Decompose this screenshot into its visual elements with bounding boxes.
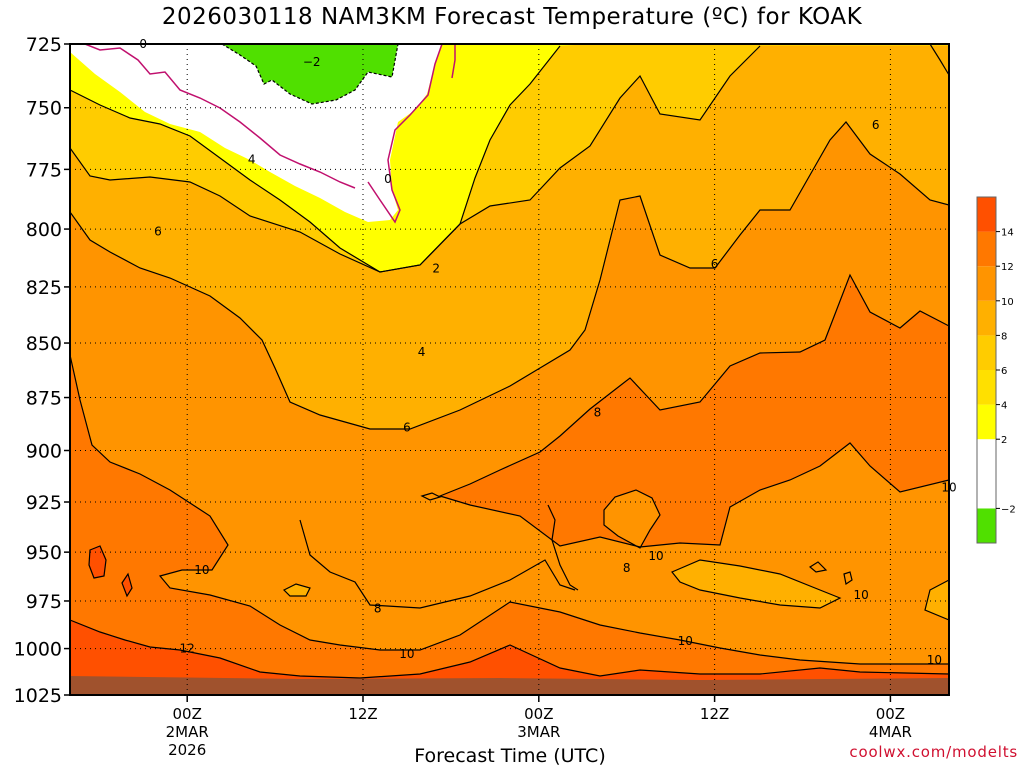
y-tick-label: 725 (26, 34, 62, 56)
contour-label: 0 (384, 172, 392, 186)
x-tick-label: 00Z (524, 705, 553, 723)
colorbar-swatch (977, 266, 996, 301)
contour-label: 6 (403, 420, 411, 434)
contour-6-8 (70, 121, 949, 430)
colorbar: −2 2 4 6 8 10 12 14 (976, 196, 1016, 544)
contour-label: 8 (374, 602, 382, 616)
chart-title: 2026030118 NAM3KM Forecast Temperature (… (161, 4, 863, 30)
contour-line-layer (70, 44, 949, 679)
x-axis-title: Forecast Time (UTC) (414, 745, 606, 767)
contour-label: 10 (399, 647, 414, 661)
small-cell-8-10-a (604, 490, 660, 548)
y-tick-label: 925 (26, 492, 62, 514)
colorbar-swatch (977, 197, 996, 232)
small-cell-6-8-a (672, 560, 840, 608)
contour-cell-8-10-a (603, 489, 661, 549)
contour-label: −2 (303, 55, 321, 69)
contour-label: 6 (872, 118, 880, 132)
colorbar-tick-label: 14 (1001, 228, 1014, 239)
contour-label: 10 (853, 588, 868, 602)
y-tick-label: 750 (26, 98, 62, 120)
freezing-contour-layer (84, 44, 456, 224)
contour-cell-12-a (88, 545, 107, 579)
contour-8-10-upper (438, 273, 949, 548)
colorbar-tick-label: 2 (1001, 435, 1007, 446)
band-fill-minus-2 (222, 44, 398, 104)
contour-cell-12-b (121, 572, 133, 598)
colorbar-tick-label: 12 (1001, 262, 1014, 273)
y-axis: 725 750 775 800 825 850 875 900 925 950 975 1000 102… (14, 34, 70, 707)
grid-layer (70, 44, 949, 695)
y-tick-label: 775 (26, 159, 62, 181)
colorbar-tick-label: 10 (1001, 297, 1014, 308)
contour-cell-6-8-a (671, 559, 842, 609)
contour-cell-10-d (843, 571, 853, 585)
y-tick-label: 975 (26, 591, 62, 613)
contour-cell-6-8-b (282, 583, 311, 597)
contour-cell-6-8-c (924, 579, 949, 621)
colorbar-tick-label: 6 (1001, 366, 1007, 377)
ground-fill (70, 676, 949, 695)
x-tick-label: 4MAR (869, 723, 912, 741)
x-tick-label: 00Z (173, 705, 202, 723)
contour-label: 10 (194, 563, 209, 577)
x-tick-label: 2026 (168, 741, 206, 759)
y-tick-label: 1025 (14, 685, 62, 707)
contour-cell-8-small (420, 492, 442, 501)
contour-label: 6 (154, 224, 162, 238)
colorbar-swatch (977, 508, 996, 543)
contour-label: 10 (648, 549, 663, 563)
contour-label: 4 (248, 153, 256, 167)
contour-10-12 (70, 619, 949, 679)
colorbar-swatch (977, 404, 996, 440)
contour-minus-2 (221, 44, 399, 105)
colorbar-swatch (977, 370, 996, 405)
credit-link[interactable]: coolwx.com/modelts (849, 743, 1018, 761)
contour-6-8-low (299, 519, 576, 609)
contour-label: 10 (927, 653, 942, 667)
contour-8-10 (70, 354, 949, 665)
contour-2-4-right (929, 44, 949, 76)
y-tick-label: 800 (26, 219, 62, 241)
x-tick-label: 12Z (700, 705, 729, 723)
contour-0-right (367, 44, 443, 224)
contour-label: 6 (711, 257, 719, 271)
colorbar-swatch (977, 335, 996, 370)
contour-0-right-b (451, 44, 456, 79)
contour-label: 8 (623, 561, 631, 575)
contour-label: 2 (432, 262, 440, 276)
x-tick-label: 3MAR (517, 723, 560, 741)
contour-label: 4 (418, 345, 426, 359)
colorbar-swatch (977, 439, 996, 474)
y-tick-label: 1000 (14, 639, 62, 661)
contour-2-4 (70, 45, 561, 273)
colorbar-tick-label: 4 (1001, 401, 1007, 412)
ground-layer (70, 676, 949, 695)
temperature-fill-layer (70, 44, 949, 695)
colorbar-tick-label: 8 (1001, 331, 1007, 342)
colorbar-swatch (977, 300, 996, 336)
contour-cell-10-c (808, 561, 828, 573)
colorbar-swatch (977, 473, 996, 509)
y-tick-label: 950 (26, 542, 62, 564)
colorbar-swatch (977, 231, 996, 267)
contour-label: 8 (594, 406, 602, 420)
y-tick-label: 825 (26, 277, 62, 299)
x-tick-label: 00Z (876, 705, 905, 723)
plot-frame (69, 43, 950, 696)
x-tick-label: 12Z (348, 705, 377, 723)
band-fill-below-0 (70, 44, 90, 52)
contour-label: 12 (180, 642, 195, 656)
y-tick-label: 900 (26, 440, 62, 462)
contour-0-left (84, 44, 356, 189)
small-cell-12-a (89, 546, 106, 578)
x-tick-label: 2MAR (166, 723, 209, 741)
y-tick-label: 850 (26, 333, 62, 355)
colorbar-tick-label: −2 (1001, 504, 1016, 515)
contour-label: 10 (678, 634, 693, 648)
y-tick-label: 875 (26, 388, 62, 410)
